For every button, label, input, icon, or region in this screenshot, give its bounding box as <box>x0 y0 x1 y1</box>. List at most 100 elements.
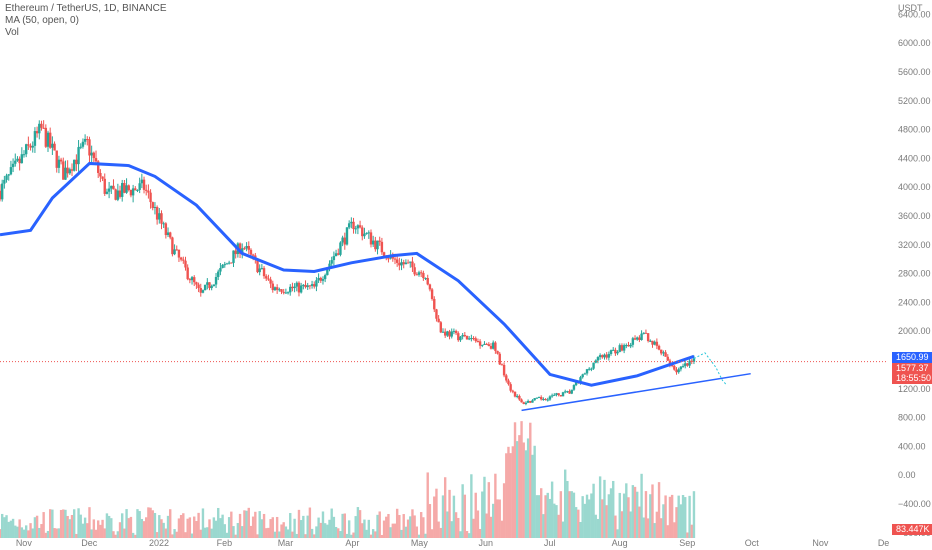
volume-bar <box>382 520 386 538</box>
volume-bar <box>254 511 257 538</box>
candle <box>433 296 436 313</box>
volume-bar <box>520 421 523 538</box>
candle <box>273 286 277 292</box>
candle <box>116 183 120 202</box>
volume-bar <box>433 496 436 538</box>
time-tick-label: De <box>878 538 890 548</box>
volume-bar <box>564 469 567 538</box>
volume-bars <box>0 421 696 538</box>
volume-bar <box>607 494 611 538</box>
volume-bar <box>99 524 102 538</box>
volume-bar <box>531 454 534 538</box>
time-tick-label: Jul <box>544 538 556 548</box>
volume-bar <box>478 528 482 538</box>
volume-bar <box>68 519 72 538</box>
volume-bar <box>426 472 429 538</box>
volume-bar <box>651 484 654 538</box>
volume-bar <box>147 507 150 538</box>
price-axis[interactable]: USDT 6400.00 6000.00 5600.00 5200.00 4800.00… <box>898 3 931 538</box>
volume-bar <box>53 528 56 538</box>
candle <box>127 184 130 192</box>
volume-bar <box>262 513 266 538</box>
candle <box>409 261 412 268</box>
candle <box>166 227 170 238</box>
candle <box>289 284 292 296</box>
candle <box>14 153 17 167</box>
volume-bar <box>319 522 322 538</box>
volume-bar <box>315 526 318 538</box>
volume-bar <box>540 488 543 538</box>
volume-bar <box>40 524 43 538</box>
volume-bar <box>347 520 351 538</box>
price-tick-label: 400.00 <box>898 441 926 451</box>
candle <box>341 235 344 247</box>
volume-bar <box>598 476 602 538</box>
candle <box>686 362 689 367</box>
volume-bar <box>94 529 98 538</box>
volume-bar <box>518 435 521 538</box>
symbol-title[interactable]: Ethereum / TetherUS, 1D, BINANCE <box>5 3 167 14</box>
volume-bar <box>612 480 615 538</box>
price-tick-label: 4400.00 <box>898 153 931 163</box>
candle <box>540 395 543 401</box>
volume-bar <box>622 493 626 538</box>
candle <box>11 158 15 173</box>
volume-bar <box>417 534 421 538</box>
volume-bar <box>522 442 525 538</box>
candle <box>400 258 403 271</box>
time-axis[interactable]: Nov Dec 2022 Feb Mar Apr May Jun Jul Aug Sep Oct Nov… <box>16 538 890 548</box>
volume-bar <box>636 491 639 538</box>
volume-bar <box>155 532 159 538</box>
candle <box>616 350 619 356</box>
volume-bar <box>197 512 200 538</box>
candle <box>485 342 488 345</box>
volume-bar <box>321 511 325 538</box>
candle <box>217 269 220 281</box>
candle <box>398 257 401 271</box>
candle <box>29 143 32 151</box>
volume-bar <box>234 534 237 538</box>
candle <box>614 347 617 356</box>
volume-bar <box>371 529 375 538</box>
volume-bar <box>142 521 146 538</box>
volume-bar <box>179 514 183 538</box>
price-axis-unit: USDT <box>898 3 923 13</box>
volume-bar <box>406 519 410 538</box>
volume-bar <box>302 515 305 538</box>
candle <box>145 184 148 196</box>
support-trendline[interactable] <box>521 372 751 412</box>
candle <box>223 261 226 268</box>
candle <box>430 287 434 301</box>
volume-bar <box>118 522 122 538</box>
volume-bar <box>664 495 667 538</box>
volume-bar <box>114 534 117 538</box>
projection-path[interactable] <box>693 352 728 386</box>
candle <box>406 259 410 264</box>
candle <box>267 274 270 281</box>
time-tick-label: 2022 <box>149 538 169 548</box>
candle <box>88 136 91 164</box>
candle <box>337 248 340 256</box>
candle <box>306 282 309 290</box>
candle <box>42 120 45 129</box>
volume-bar <box>169 509 172 538</box>
volume-bar <box>526 438 530 538</box>
ma-indicator-label[interactable]: MA (50, open, 0) <box>5 15 79 26</box>
candle <box>649 339 652 343</box>
volume-bar <box>112 531 115 538</box>
candle <box>454 329 458 336</box>
volume-bar <box>293 518 296 538</box>
candle <box>203 284 207 291</box>
volume-bar <box>391 523 395 538</box>
volume-indicator-label[interactable]: Vol <box>5 27 19 38</box>
candle <box>247 241 250 255</box>
volume-bar <box>452 495 456 538</box>
volume-bar <box>313 534 316 538</box>
candle <box>636 336 639 341</box>
candle <box>513 391 517 398</box>
candle <box>90 145 93 163</box>
candle <box>92 151 96 163</box>
candle <box>542 397 545 401</box>
candle <box>227 260 231 265</box>
